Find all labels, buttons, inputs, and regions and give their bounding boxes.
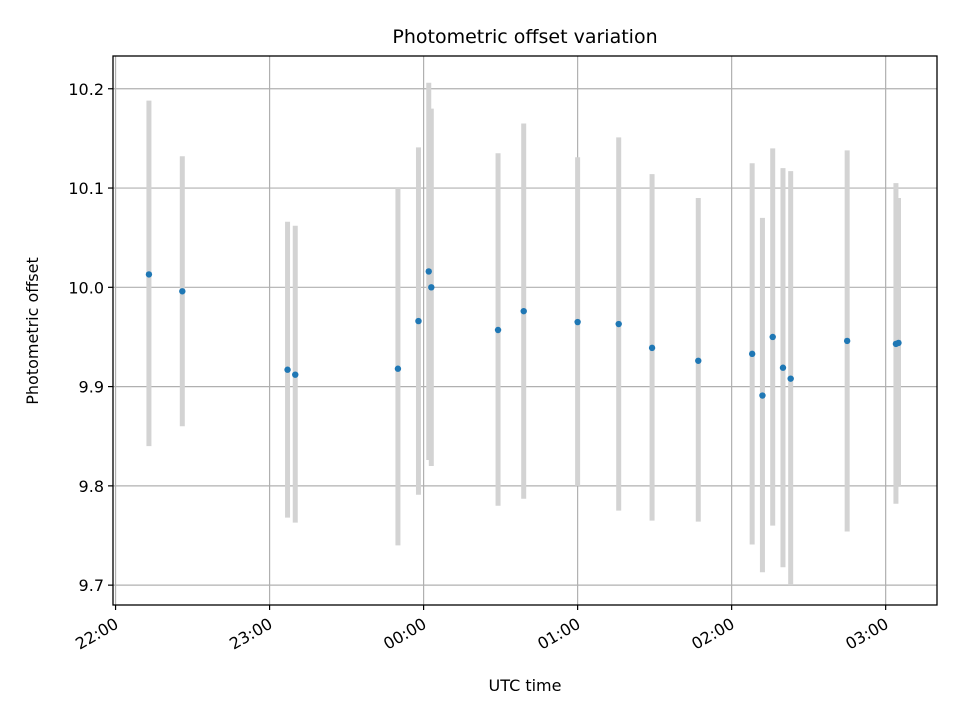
- data-point: [695, 357, 702, 364]
- y-tick-label: 9.9: [79, 378, 104, 397]
- y-tick-label: 9.7: [79, 576, 104, 595]
- y-tick-label: 10.1: [68, 179, 104, 198]
- x-axis-title: UTC time: [489, 676, 562, 695]
- data-point: [843, 337, 851, 345]
- y-tick-label: 9.8: [79, 477, 104, 496]
- data-point: [648, 344, 656, 352]
- y-axis-ticks: 9.7 9.8 9.9 10.0 10.1 10.2: [68, 80, 113, 595]
- data-point: [615, 320, 622, 328]
- data-point: [292, 371, 299, 378]
- data-point: [895, 339, 902, 347]
- data-point: [425, 268, 432, 275]
- data-point: [428, 284, 435, 291]
- data-point: [145, 271, 153, 278]
- data-point: [415, 317, 422, 325]
- data-points: [145, 268, 902, 399]
- chart-title: Photometric offset variation: [392, 26, 657, 48]
- data-point: [179, 288, 186, 295]
- data-point: [759, 392, 766, 399]
- data-point: [520, 307, 527, 315]
- data-point: [787, 375, 794, 382]
- data-point: [779, 364, 787, 371]
- data-point: [284, 366, 291, 373]
- data-point: [494, 326, 502, 334]
- y-tick-label: 10.0: [68, 278, 104, 297]
- data-point: [748, 350, 756, 358]
- data-point: [769, 333, 776, 341]
- y-tick-label: 10.2: [68, 80, 104, 99]
- y-axis-title: Photometric offset: [23, 257, 42, 405]
- data-point: [394, 365, 402, 372]
- axes-frame: [112, 55, 938, 606]
- axes-border: [112, 55, 938, 606]
- data-point: [574, 318, 581, 326]
